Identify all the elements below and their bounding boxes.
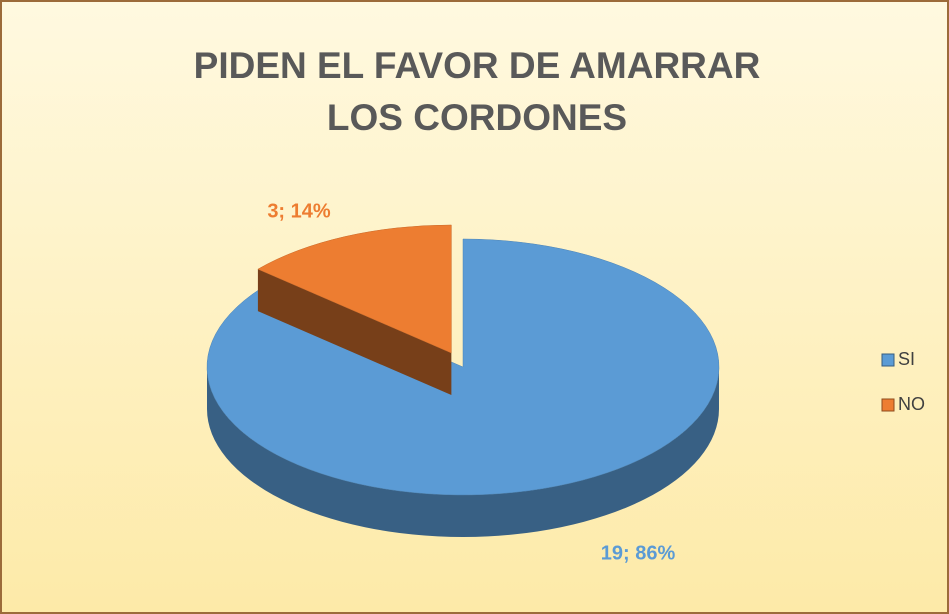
slice-top [206,238,720,496]
legend-label: NO [898,394,925,414]
data-label: 19; 86% [601,542,676,564]
legend-swatch [881,353,895,367]
chart-title: PIDEN EL FAVOR DE AMARRAR LOS CORDONES [193,45,761,138]
pie-slice [206,238,720,537]
slice-top [257,224,452,354]
pie-slice [257,224,452,395]
data-label: 3; 14% [267,200,331,222]
legend-swatch [881,398,895,412]
slice-side [207,367,719,537]
slice-cut [257,269,452,395]
legend-label: SI [898,349,915,369]
